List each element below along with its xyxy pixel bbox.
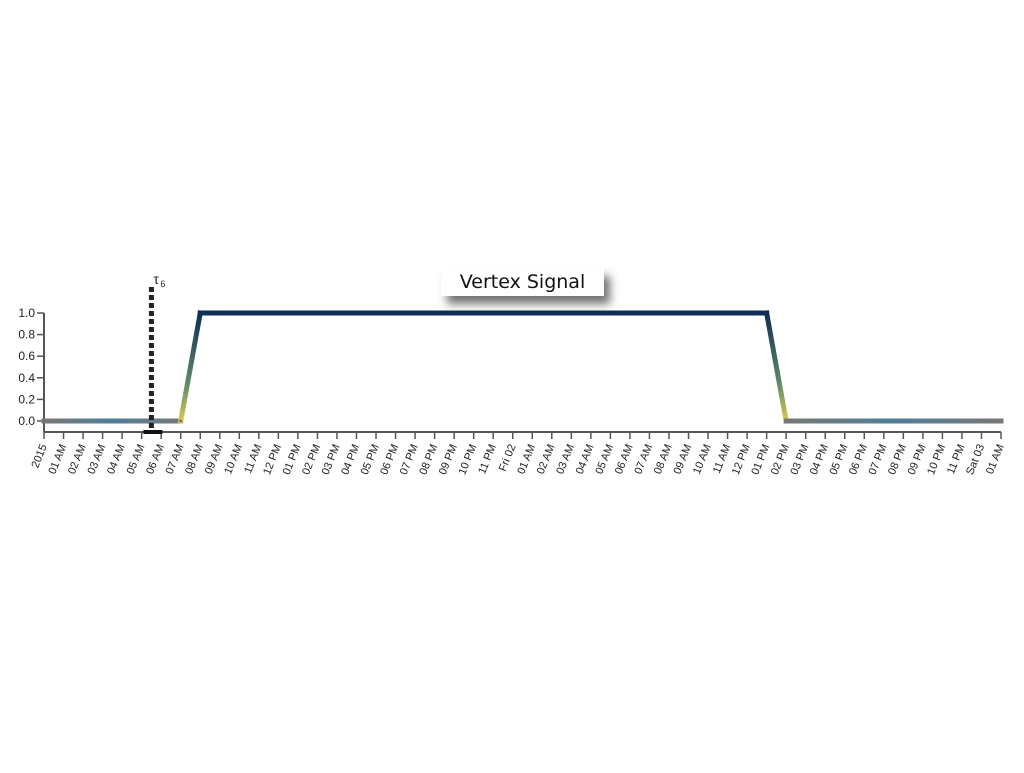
data-point xyxy=(1000,420,1003,423)
series-line-segment xyxy=(767,313,787,421)
data-point xyxy=(765,312,768,315)
x-tick-label: Fri 02 xyxy=(497,443,519,474)
y-tick-label: 0.2 xyxy=(18,392,35,406)
x-tick-label: 01 AM xyxy=(984,443,1007,476)
y-tick-label: 0.4 xyxy=(18,371,35,385)
data-point xyxy=(785,420,788,423)
annotation-label: τ xyxy=(153,271,159,287)
y-tick-label: 0.6 xyxy=(18,349,35,363)
y-tick-label: 0.0 xyxy=(18,414,35,428)
data-point xyxy=(199,312,202,315)
y-tick-label: 1.0 xyxy=(18,306,35,320)
chart-title: Vertex Signal xyxy=(441,268,604,296)
y-tick-label: 0.8 xyxy=(18,328,35,342)
x-tick-label: 2015 xyxy=(29,443,49,470)
annotation-marker xyxy=(143,430,162,434)
data-point xyxy=(179,420,182,423)
data-point xyxy=(43,420,46,423)
series-line-segment xyxy=(181,313,201,421)
x-tick-label: 11 PM xyxy=(476,443,499,476)
annotation-subscript: 6 xyxy=(160,279,165,289)
